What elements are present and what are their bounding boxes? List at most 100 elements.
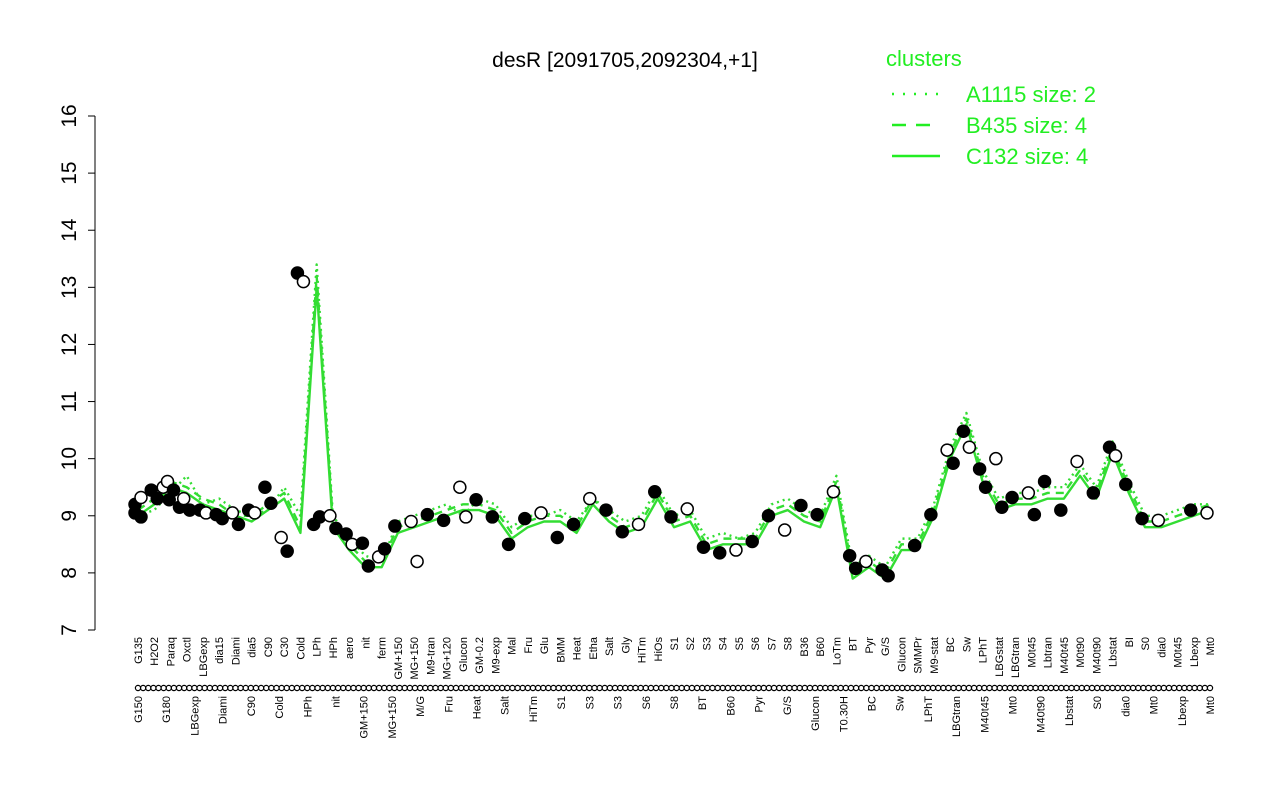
x-tick-label: BC bbox=[866, 696, 878, 711]
x-tick-label: aero bbox=[344, 637, 356, 659]
x-tick-label: S0 bbox=[1092, 696, 1104, 709]
data-point bbox=[881, 568, 895, 583]
category-marker bbox=[955, 684, 962, 692]
category-marker bbox=[1006, 684, 1014, 692]
category-marker bbox=[227, 684, 234, 692]
x-tick-label: C30 bbox=[279, 637, 291, 657]
category-marker bbox=[1176, 684, 1183, 692]
data-point bbox=[225, 506, 240, 520]
data-point bbox=[1184, 503, 1198, 517]
x-tick-label: Fru bbox=[443, 696, 455, 713]
category-marker bbox=[888, 684, 896, 692]
x-tick-label: nit bbox=[330, 696, 342, 708]
category-marker bbox=[591, 684, 598, 692]
x-tick-label: M0t45 bbox=[1026, 637, 1038, 668]
category-marker bbox=[991, 684, 998, 692]
data-point bbox=[339, 527, 353, 541]
category-marker bbox=[765, 684, 773, 692]
x-tick-label: Fru bbox=[523, 637, 535, 654]
category-marker bbox=[1088, 684, 1096, 692]
x-tick-label: LPhT bbox=[978, 637, 990, 664]
x-tick-label: S7 bbox=[766, 637, 778, 650]
data-point bbox=[388, 519, 402, 533]
category-marker bbox=[1093, 684, 1101, 692]
category-marker bbox=[304, 684, 311, 692]
data-point bbox=[794, 498, 808, 513]
x-tick-label: HiTm bbox=[528, 696, 540, 722]
x-tick-label: BI bbox=[1124, 637, 1136, 647]
category-marker bbox=[509, 684, 516, 692]
category-marker bbox=[191, 684, 198, 692]
data-point bbox=[729, 543, 743, 557]
x-tick-label: S2 bbox=[685, 637, 697, 650]
category-marker bbox=[1155, 684, 1162, 692]
data-point bbox=[599, 503, 613, 517]
category-marker bbox=[1011, 684, 1019, 692]
x-tick-label: Salt bbox=[604, 637, 616, 656]
category-marker bbox=[986, 684, 993, 692]
x-tick-label: Gly bbox=[620, 637, 632, 654]
category-marker bbox=[883, 684, 891, 692]
category-marker bbox=[324, 684, 331, 692]
category-marker bbox=[924, 684, 932, 692]
category-marker bbox=[1140, 684, 1147, 692]
y-tick-label: 15 bbox=[58, 161, 81, 184]
category-marker bbox=[975, 684, 983, 692]
category-marker bbox=[1201, 684, 1209, 692]
category-marker bbox=[704, 684, 711, 692]
category-marker bbox=[309, 684, 316, 692]
x-tick-label: G180 bbox=[161, 696, 173, 723]
data-point bbox=[664, 510, 678, 524]
category-marker bbox=[714, 684, 721, 692]
data-point bbox=[615, 525, 630, 539]
x-tick-label: GM+150 bbox=[359, 696, 371, 739]
category-marker bbox=[1027, 684, 1034, 692]
x-tick-label: Lbstat bbox=[1108, 637, 1120, 667]
category-marker bbox=[673, 684, 680, 692]
category-marker bbox=[216, 684, 224, 692]
category-marker bbox=[929, 684, 937, 692]
category-marker bbox=[1145, 684, 1152, 692]
category-marker bbox=[601, 684, 608, 692]
category-marker bbox=[345, 684, 352, 692]
category-marker bbox=[442, 684, 449, 692]
category-marker bbox=[560, 684, 567, 692]
category-marker bbox=[981, 684, 988, 692]
x-tick-label: Glucon bbox=[458, 637, 470, 672]
y-tick-label: 8 bbox=[58, 567, 81, 579]
category-marker bbox=[734, 684, 742, 692]
x-tick-label: HiOs bbox=[653, 637, 665, 662]
x-tick-label: H2O2 bbox=[149, 637, 161, 666]
x-tick-label: Glu bbox=[539, 637, 551, 654]
x-tick-label: M/G bbox=[415, 696, 427, 717]
data-point bbox=[410, 554, 424, 569]
data-point bbox=[550, 530, 565, 545]
category-marker bbox=[1042, 684, 1050, 692]
category-marker bbox=[668, 684, 675, 692]
category-marker bbox=[1063, 684, 1070, 692]
x-tick-label: HPh bbox=[328, 637, 340, 658]
x-tick-label: Paraq bbox=[165, 637, 177, 666]
category-marker bbox=[273, 684, 280, 692]
category-marker bbox=[596, 684, 603, 692]
x-tick-label: LBGstat bbox=[994, 637, 1006, 677]
category-marker bbox=[514, 684, 521, 692]
y-tick-label: 11 bbox=[58, 391, 81, 413]
x-tick-label: S8 bbox=[783, 637, 795, 650]
category-marker bbox=[878, 684, 885, 692]
data-point bbox=[962, 440, 977, 454]
category-marker bbox=[950, 684, 957, 692]
x-tick-label: ferm bbox=[377, 637, 389, 659]
x-tick-label: M40t90 bbox=[1091, 637, 1103, 674]
legend-label: B435 size: 4 bbox=[966, 113, 1087, 138]
category-marker bbox=[416, 684, 424, 692]
category-marker bbox=[970, 684, 978, 692]
x-tick-label: Heat bbox=[472, 696, 484, 719]
category-marker bbox=[293, 684, 301, 692]
series-lines bbox=[137, 263, 1211, 580]
plot-axes: 7 8 9 10 11 12 13 14 15 16 bbox=[58, 104, 96, 636]
category-marker bbox=[242, 684, 249, 692]
category-marker bbox=[247, 684, 255, 692]
data-point bbox=[377, 542, 392, 556]
x-tick-label: S3 bbox=[613, 696, 625, 709]
